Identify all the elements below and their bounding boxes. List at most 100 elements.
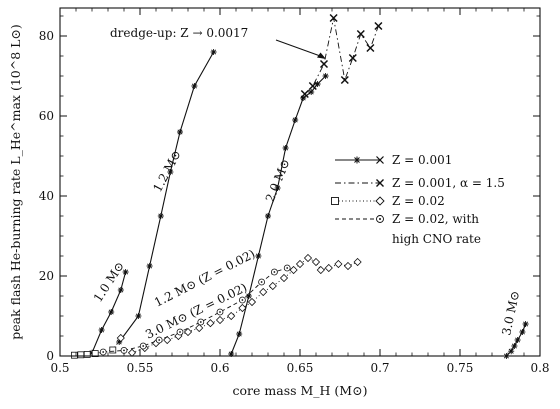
data-point-star xyxy=(117,287,124,293)
data-point-star xyxy=(135,313,142,319)
data-point-circle xyxy=(270,268,278,276)
legend-marker-diamond xyxy=(375,196,385,206)
data-point-diamond xyxy=(163,335,172,345)
data-point-star xyxy=(508,348,515,355)
data-point-circle xyxy=(155,336,163,344)
series-line-z001 xyxy=(230,75,326,355)
legend: Z = 0.001 Z = 0.001, α = 1.5 Z = 0.02 Z … xyxy=(331,153,505,246)
x-tick-label: 0.65 xyxy=(287,361,314,375)
data-point-diamond xyxy=(353,257,362,267)
annotation-3.0-msun: 3.0 M⊙ xyxy=(499,289,522,336)
data-point-circle xyxy=(283,264,291,272)
data-point-diamond xyxy=(238,303,247,313)
data-point-star xyxy=(146,263,153,269)
legend-marker-x xyxy=(376,156,384,164)
data-point-star xyxy=(98,327,105,333)
y-tick-label: 60 xyxy=(39,109,54,123)
annotation-2.0-msun: 2.0 M⊙ xyxy=(263,157,293,204)
data-point-star xyxy=(122,269,129,275)
data-point-x xyxy=(348,53,357,63)
annotation-1.0-msun: 1.0 M⊙ xyxy=(91,259,127,305)
data-point-star xyxy=(314,81,321,87)
annotation-arrow-head xyxy=(317,52,326,59)
data-point-diamond xyxy=(127,348,137,357)
data-point-diamond xyxy=(343,261,353,271)
data-point-star xyxy=(210,49,217,55)
x-tick-label: 0.8 xyxy=(530,361,549,375)
data-point-x xyxy=(340,75,349,85)
data-point-square xyxy=(83,350,91,358)
data-point-star xyxy=(292,117,299,123)
data-point-diamond xyxy=(295,259,305,269)
legend-label-z002-cno-line2: high CNO rate xyxy=(392,232,481,246)
data-point-diamond xyxy=(289,265,298,275)
data-point-star xyxy=(300,95,307,101)
x-tick-label: 0.7 xyxy=(370,361,389,375)
data-point-star xyxy=(177,129,183,135)
data-point-star xyxy=(308,89,315,95)
data-point-circle xyxy=(258,278,266,286)
data-point-diamond xyxy=(183,327,193,337)
x-tick-label: 0.75 xyxy=(447,361,474,375)
data-point-x xyxy=(329,13,338,23)
data-point-diamond xyxy=(195,323,204,333)
series-line-z001 xyxy=(118,51,215,343)
legend-marker-square xyxy=(331,197,339,205)
data-point-x xyxy=(300,89,309,99)
data-point-square xyxy=(71,351,78,359)
data-point-diamond xyxy=(311,257,321,267)
data-point-star xyxy=(255,253,262,259)
x-tick-label: 0.5 xyxy=(50,361,69,375)
data-point-x xyxy=(374,21,383,31)
annotation-dredge-up: dredge-up: Z → 0.0017 xyxy=(110,26,248,40)
annotation-arrow-shaft xyxy=(275,39,324,58)
series-line-z001a15 xyxy=(304,17,379,95)
data-point-diamond xyxy=(316,265,325,275)
data-point-diamond xyxy=(247,297,257,307)
legend-label-z001: Z = 0.001 xyxy=(392,153,452,167)
data-point-star xyxy=(514,337,521,343)
legend-item-z001: Z = 0.001 xyxy=(335,153,452,167)
legend-label-z002-cno: Z = 0.02, with xyxy=(392,212,479,226)
data-point-star xyxy=(274,185,281,191)
data-point-square xyxy=(77,351,85,359)
data-point-diamond xyxy=(303,253,313,263)
data-point-circle xyxy=(176,328,184,336)
legend-item-z001-alpha: Z = 0.001, α = 1.5 xyxy=(335,176,505,190)
data-point-diamond xyxy=(215,315,225,325)
data-point-circle xyxy=(99,348,107,356)
legend-label-z002: Z = 0.02 xyxy=(392,194,445,208)
data-point-circle xyxy=(238,296,246,304)
data-point-diamond xyxy=(227,311,236,321)
data-point-star xyxy=(282,145,289,151)
data-point-star xyxy=(157,213,164,219)
data-point-circle xyxy=(197,318,205,326)
data-point-x xyxy=(308,81,317,91)
y-tick-label: 80 xyxy=(39,29,54,43)
data-point-star xyxy=(167,169,174,175)
legend-label-z001-alpha: Z = 0.001, α = 1.5 xyxy=(392,176,505,190)
data-point-x xyxy=(356,29,365,39)
y-axis-title: peak flash He-burning rate L_He^max (10^… xyxy=(8,24,23,340)
x-tick-label: 0.6 xyxy=(210,361,229,375)
data-point-star xyxy=(236,331,243,337)
data-point-star xyxy=(522,321,529,327)
data-point-star xyxy=(265,213,271,219)
data-point-x xyxy=(319,59,329,69)
data-point-diamond xyxy=(279,273,289,283)
data-point-star xyxy=(108,309,115,315)
data-point-star xyxy=(245,293,252,299)
data-point-star xyxy=(322,73,329,79)
data-point-star xyxy=(519,329,526,335)
data-point-diamond xyxy=(268,281,277,291)
x-tick-label: 0.55 xyxy=(127,361,154,375)
legend-marker-circle xyxy=(376,215,384,223)
data-point-star xyxy=(191,83,198,89)
x-axis-title: core mass M_H (M⊙) xyxy=(233,383,368,398)
data-point-star xyxy=(511,343,518,349)
y-tick-label: 0 xyxy=(46,349,54,363)
data-point-circle xyxy=(139,342,147,350)
data-point-diamond xyxy=(324,263,333,273)
